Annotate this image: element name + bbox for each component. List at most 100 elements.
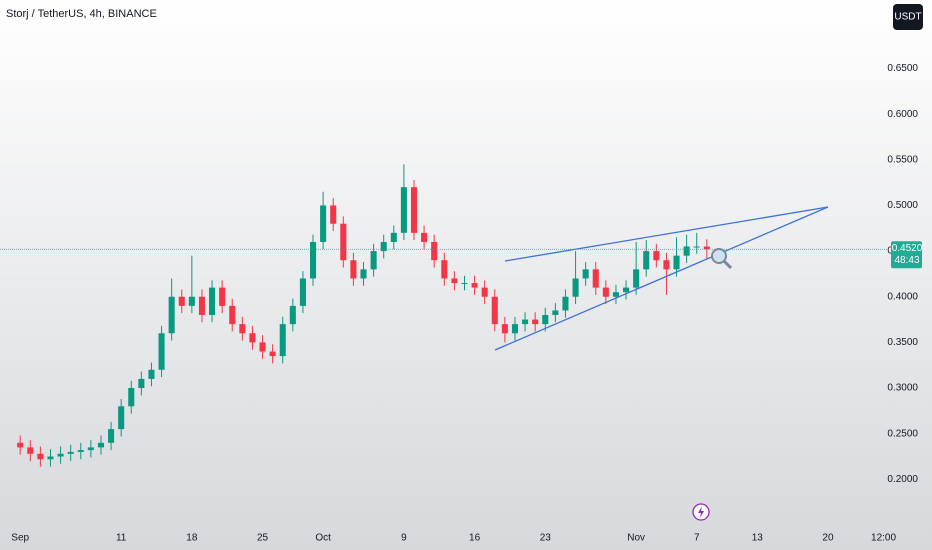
candle-body (400, 187, 407, 233)
wedge-lower-line (494, 206, 829, 351)
candle-body (47, 456, 54, 460)
candle-body (97, 442, 105, 448)
x-tick-label: 25 (257, 533, 269, 544)
candle-body (330, 205, 337, 224)
candle-body (27, 447, 34, 454)
candle-body (158, 333, 165, 370)
candle-body (612, 292, 619, 297)
y-tick-label: 0.3500 (887, 337, 918, 348)
y-tick-label: 0.4000 (887, 291, 918, 302)
candle-body (178, 296, 185, 306)
candle-body (663, 260, 670, 270)
candle-body (370, 251, 377, 270)
currency-button[interactable] (893, 4, 923, 30)
candle-body (188, 296, 195, 306)
candle-body (309, 241, 317, 279)
x-tick-label: 11 (116, 533, 127, 544)
candle-body (562, 296, 569, 311)
y-tick-label: 0.3000 (887, 383, 918, 394)
candle-body (360, 269, 367, 279)
candle-body (320, 205, 327, 242)
x-tick-label: 23 (540, 533, 552, 544)
candle-body (461, 283, 468, 285)
candle-body (451, 278, 458, 284)
candle-body (17, 442, 24, 448)
candle-body (148, 369, 155, 379)
x-tick-label: 18 (186, 533, 198, 544)
candle-body (693, 246, 700, 248)
x-tick-label: 12:00 (871, 533, 896, 544)
magnifier-icon (711, 248, 733, 270)
x-tick-label: 9 (401, 533, 407, 544)
countdown-label: 48:43 (894, 255, 919, 266)
candle-body (390, 232, 397, 242)
y-tick-label: 0.2000 (887, 474, 918, 485)
y-tick-label: 0.5000 (887, 200, 918, 211)
x-tick-label: Oct (315, 533, 331, 544)
candle-body (239, 324, 246, 334)
last-price-label: 0.4520 (892, 243, 923, 254)
candle-body (259, 342, 266, 352)
lightning-icon (692, 503, 710, 521)
candle-body (340, 223, 347, 261)
x-tick-label: 13 (752, 533, 764, 544)
candle-body (552, 310, 559, 315)
candle-body (653, 251, 660, 261)
y-tick-label: 0.5500 (887, 154, 918, 165)
candle-body (299, 278, 306, 306)
candle-body (168, 296, 175, 334)
candle-body (138, 378, 145, 389)
x-tick-label: Sep (11, 533, 29, 544)
candle-body (683, 246, 690, 256)
candle-body (633, 269, 640, 288)
candle-body (37, 453, 44, 460)
x-tick-label: 7 (694, 533, 700, 544)
candle-body (643, 251, 650, 270)
last-price-box (891, 241, 922, 269)
candle-body (481, 287, 488, 297)
candle-body (229, 305, 236, 325)
candle-body (431, 241, 438, 261)
y-tick-label: 0.6000 (887, 109, 918, 120)
candle-body (118, 406, 125, 430)
candle-body (511, 324, 519, 334)
candle-body (592, 269, 599, 288)
candle-body (542, 315, 549, 325)
candle-body (198, 296, 205, 315)
plot-area (17, 164, 710, 467)
candle-body (491, 296, 498, 325)
candle-body (522, 319, 529, 325)
x-tick-label: 20 (822, 533, 834, 544)
candle-body (582, 269, 589, 279)
y-tick-label: 0.6500 (887, 63, 918, 74)
candle-body (421, 232, 428, 242)
candle-body (279, 324, 286, 357)
candle-body (67, 451, 74, 454)
candle-body (269, 351, 276, 357)
candle-body (501, 324, 508, 334)
candle-body (249, 333, 256, 343)
wedge-upper-line (504, 206, 829, 262)
candle-body (219, 287, 226, 306)
candle-body (350, 260, 357, 279)
candle-body (703, 246, 710, 250)
candle-body (108, 429, 115, 443)
candle-body (410, 187, 418, 233)
candle-body (532, 319, 539, 325)
candle-body (128, 388, 135, 407)
candle-body (57, 453, 64, 457)
candle-body (623, 287, 630, 293)
candle-body (209, 287, 216, 315)
candle-body (289, 305, 296, 325)
candle-body (471, 283, 478, 288)
candle-body (77, 450, 84, 452)
candle-body (673, 255, 680, 270)
candle-body (87, 447, 94, 451)
currency-button-label[interactable]: USDT (894, 12, 921, 23)
candle-body (602, 287, 609, 297)
x-tick-label: Nov (627, 533, 645, 544)
y-tick-label: 0.2500 (887, 428, 918, 439)
x-tick-label: 16 (469, 533, 481, 544)
